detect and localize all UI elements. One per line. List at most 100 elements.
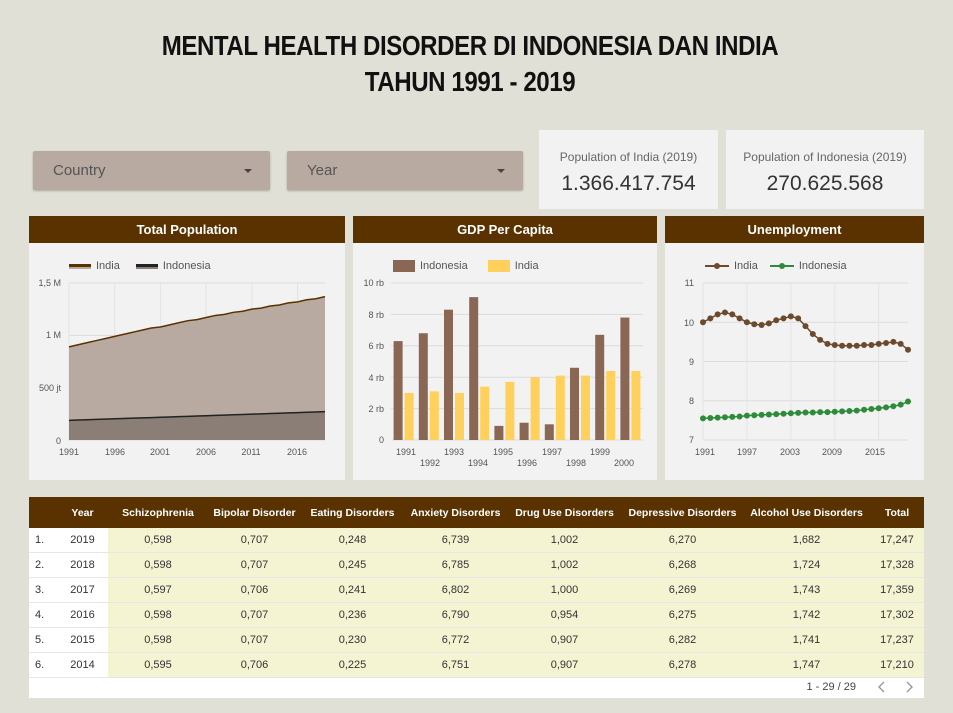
y-tick-label: 8 rb [368, 310, 384, 320]
column-header[interactable]: Alcohol Use Disorders [743, 497, 870, 528]
table-cell: 0,245 [301, 552, 404, 578]
point-indonesia [817, 409, 824, 416]
point-indonesia [875, 405, 882, 412]
table-cell: 17,210 [870, 652, 924, 678]
column-header[interactable]: Schizophrenia [108, 497, 208, 528]
table-cell: 0,236 [301, 602, 404, 628]
table-cell: 0,597 [108, 577, 208, 603]
point-indonesia [765, 411, 772, 418]
table-cell: 3. [29, 577, 57, 603]
chart-legend: India Indonesia [705, 260, 847, 272]
caret-down-icon [497, 169, 505, 173]
table-cell: 6. [29, 652, 57, 678]
x-tick-label: 2001 [150, 447, 170, 457]
table-cell: 17,328 [870, 552, 924, 578]
scorecard-india-population: Population of India (2019) 1.366.417.754 [539, 130, 718, 209]
table-cell: 0,598 [108, 552, 208, 578]
bar-indonesia [494, 425, 504, 440]
legend-label: Indonesia [162, 260, 211, 272]
table-cell: 1,747 [743, 652, 870, 678]
point-india [714, 311, 721, 318]
table-row[interactable]: 3. 2017 0,597 0,706 0,241 6,802 1,000 6,… [29, 577, 924, 603]
column-header[interactable]: Drug Use Disorders [507, 497, 622, 528]
column-header[interactable]: Total [870, 497, 924, 528]
table-cell: 6,772 [404, 627, 507, 653]
point-indonesia [853, 407, 860, 414]
table-cell: 2018 [57, 552, 108, 578]
x-tick-label: 1997 [737, 447, 757, 457]
table-cell: 2016 [57, 602, 108, 628]
point-india [809, 331, 816, 338]
table-cell: 6,751 [404, 652, 507, 678]
chevron-right-icon[interactable] [904, 681, 914, 693]
x-tick-label: 2006 [196, 447, 216, 457]
x-tick-label: 2000 [614, 458, 634, 468]
column-header-index [29, 497, 57, 528]
point-india [787, 313, 794, 320]
point-india [721, 309, 728, 316]
point-indonesia [736, 413, 743, 420]
bar-india [429, 391, 439, 440]
table-row[interactable]: 4. 2016 0,598 0,707 0,236 6,790 0,954 6,… [29, 602, 924, 628]
x-tick-label: 1991 [396, 447, 416, 457]
column-header[interactable]: Eating Disorders [301, 497, 404, 528]
point-indonesia [890, 403, 897, 410]
table-cell: 0,707 [208, 627, 301, 653]
bar-india [480, 386, 490, 440]
point-india [743, 319, 750, 326]
chart-legend: Indonesia India [393, 260, 539, 272]
point-indonesia [868, 405, 875, 412]
point-indonesia [773, 411, 780, 418]
point-indonesia [751, 412, 758, 419]
table-cell: 17,359 [870, 577, 924, 603]
y-tick-label: 10 [684, 318, 694, 328]
table-cell: 1,741 [743, 627, 870, 653]
point-indonesia [897, 401, 904, 408]
table-row[interactable]: 2. 2018 0,598 0,707 0,245 6,785 1,002 6,… [29, 552, 924, 578]
x-tick-label: 1991 [59, 447, 79, 457]
column-header[interactable]: Bipolar Disorder [208, 497, 301, 528]
x-tick-label: 1998 [566, 458, 586, 468]
point-indonesia [743, 412, 750, 419]
bar-india [404, 392, 414, 440]
table-cell: 1,002 [507, 528, 622, 553]
year-dropdown[interactable]: Year [287, 151, 523, 190]
table-cell: 2015 [57, 627, 108, 653]
table-row[interactable]: 1. 2019 0,598 0,707 0,248 6,739 1,002 6,… [29, 528, 924, 553]
table-cell: 6,268 [622, 552, 743, 578]
bar-indonesia [595, 334, 605, 440]
table-row[interactable]: 5. 2015 0,598 0,707 0,230 6,772 0,907 6,… [29, 627, 924, 653]
bar-indonesia [570, 367, 579, 440]
bar-india [555, 375, 565, 440]
y-tick-label: 1,5 M [38, 278, 61, 288]
column-header[interactable]: Year [57, 497, 108, 528]
table-cell: 17,247 [870, 528, 924, 553]
line-indonesia [68, 410, 326, 422]
gdp-chart: 0 2 rb 4 rb 6 rb 8 rb 10 rb 1991 1993 19… [363, 278, 643, 468]
chevron-left-icon[interactable] [877, 681, 887, 693]
page-title: MENTAL HEALTH DISORDER DI INDONESIA DAN … [66, 28, 874, 100]
table-cell: 0,598 [108, 627, 208, 653]
table-cell: 6,270 [622, 528, 743, 553]
table-cell: 0,707 [208, 602, 301, 628]
unemployment-panel: Unemployment India Indonesia 7 8 9 10 11… [665, 216, 924, 480]
table-cell: 0,230 [301, 627, 404, 653]
column-header[interactable]: Anxiety Disorders [404, 497, 507, 528]
y-tick-label: 2 rb [368, 404, 384, 414]
x-tick-label: 1994 [468, 458, 488, 468]
scorecard-value: 270.625.568 [766, 172, 884, 195]
bar-india [606, 370, 616, 440]
x-tick-label: 1991 [695, 447, 715, 457]
table-header-row: Year Schizophrenia Bipolar Disorder Eati… [29, 497, 924, 528]
legend-label: Indonesia [798, 260, 847, 272]
table-cell: 6,785 [404, 552, 507, 578]
country-dropdown[interactable]: Country [33, 151, 270, 190]
gdp-panel: GDP Per Capita Indonesia India 0 2 rb 4 … [353, 216, 657, 480]
column-header[interactable]: Depressive Disorders [622, 497, 743, 528]
table-cell: 1,743 [743, 577, 870, 603]
panel-title: Unemployment [665, 216, 924, 243]
table-cell: 6,282 [622, 627, 743, 653]
table-cell: 6,739 [404, 528, 507, 553]
point-india [875, 340, 882, 347]
table-row[interactable]: 6. 2014 0,595 0,706 0,225 6,751 0,907 6,… [29, 652, 924, 678]
